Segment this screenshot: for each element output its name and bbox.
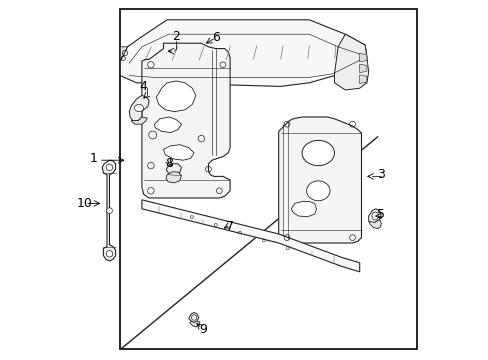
Polygon shape [334,34,368,90]
Text: 1: 1 [89,152,97,165]
Polygon shape [156,81,196,112]
Polygon shape [369,220,381,229]
Text: 8: 8 [164,157,173,170]
Polygon shape [359,75,366,84]
Ellipse shape [106,251,113,257]
Polygon shape [359,53,366,62]
Polygon shape [368,209,381,224]
Ellipse shape [106,164,113,171]
FancyBboxPatch shape [120,9,416,349]
Text: 9: 9 [199,323,206,336]
Polygon shape [120,20,366,86]
Ellipse shape [371,212,378,220]
Polygon shape [131,117,147,124]
Text: 7: 7 [225,220,234,233]
Polygon shape [102,160,115,261]
Polygon shape [154,117,181,132]
Polygon shape [142,200,359,272]
Ellipse shape [191,315,196,320]
Text: 6: 6 [211,31,219,44]
Ellipse shape [306,181,329,201]
Text: 5: 5 [377,208,385,221]
Text: 10: 10 [76,197,92,210]
Polygon shape [189,321,200,327]
Polygon shape [142,43,230,198]
Polygon shape [278,117,361,243]
Polygon shape [120,47,127,61]
Ellipse shape [134,104,143,112]
Polygon shape [166,172,181,183]
Ellipse shape [106,208,112,213]
Ellipse shape [302,140,334,166]
Polygon shape [291,202,316,217]
Polygon shape [129,95,149,121]
Text: 2: 2 [172,30,180,42]
Polygon shape [163,145,194,160]
Polygon shape [359,64,366,73]
Text: 4: 4 [140,80,147,93]
Polygon shape [188,312,199,323]
Polygon shape [166,164,181,175]
Text: 3: 3 [377,168,385,181]
